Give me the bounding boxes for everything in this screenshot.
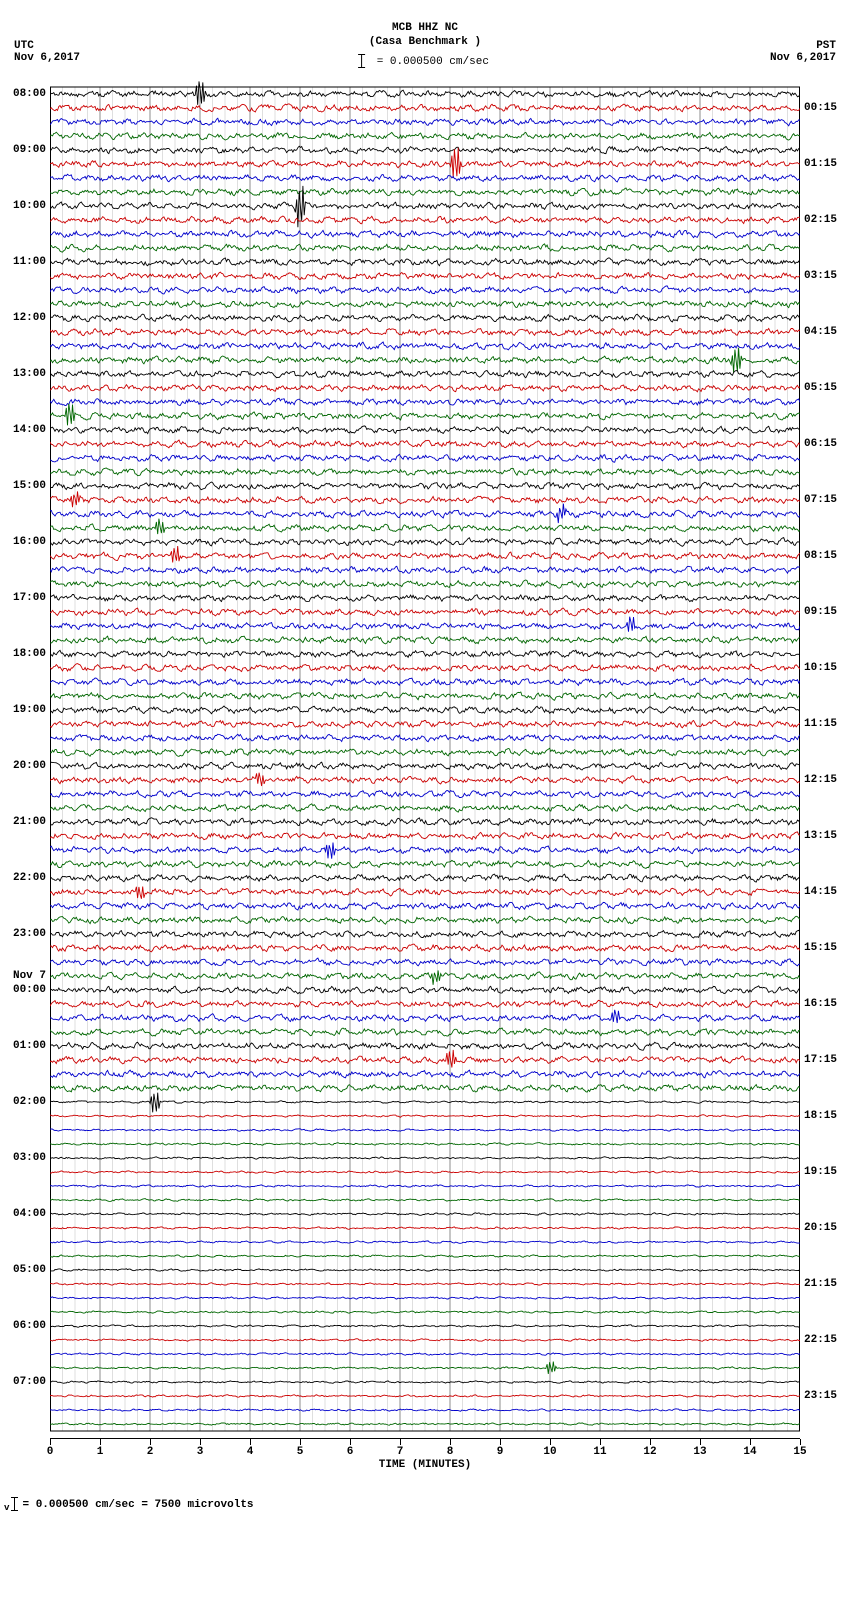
pst-hour-label: 01:15 (804, 158, 837, 170)
x-tick-label: 11 (593, 1446, 606, 1458)
header-scale: = 0.000500 cm/sec (361, 54, 489, 68)
pst-hour-label: 05:15 (804, 382, 837, 394)
title-block: MCB HHZ NC (Casa Benchmark ) = 0.000500 … (361, 22, 489, 68)
pst-hour-label: 13:15 (804, 830, 837, 842)
pst-date: Nov 6,2017 (770, 52, 836, 64)
utc-hour-label: 05:00 (13, 1264, 46, 1276)
pst-hour-label: 09:15 (804, 606, 837, 618)
utc-hour-label: 23:00 (13, 928, 46, 940)
station-id: MCB HHZ NC (361, 22, 489, 36)
pst-hour-label: 03:15 (804, 270, 837, 282)
utc-date: Nov 6,2017 (14, 52, 80, 64)
pst-hour-label: 07:15 (804, 494, 837, 506)
pst-hour-label: 02:15 (804, 214, 837, 226)
utc-hour-label: 22:00 (13, 872, 46, 884)
utc-hour-label: 11:00 (13, 256, 46, 268)
utc-hour-label: 19:00 (13, 704, 46, 716)
utc-day-label: Nov 7 (13, 970, 46, 982)
pst-tz-label: PST (770, 40, 836, 52)
utc-hour-label: 03:00 (13, 1152, 46, 1164)
x-tick-label: 7 (397, 1446, 404, 1458)
pst-hour-label: 21:15 (804, 1278, 837, 1290)
x-tick-label: 14 (743, 1446, 756, 1458)
plot-area: 08:0009:0010:0011:0012:0013:0014:0015:00… (50, 80, 800, 1438)
utc-hour-label: 01:00 (13, 1040, 46, 1052)
x-tick-label: 4 (247, 1446, 254, 1458)
x-tick-label: 0 (47, 1446, 54, 1458)
x-axis: TIME (MINUTES) 0123456789101112131415 (50, 1438, 800, 1479)
pst-hour-label: 22:15 (804, 1334, 837, 1346)
header: UTC Nov 6,2017 MCB HHZ NC (Casa Benchmar… (0, 0, 850, 80)
pst-header: PST Nov 6,2017 (770, 40, 836, 64)
x-axis-title: TIME (MINUTES) (379, 1459, 471, 1471)
footer: v= 0.000500 cm/sec = 7500 microvolts (4, 1497, 850, 1513)
utc-hour-label: 18:00 (13, 648, 46, 660)
scale-bar-icon (14, 1497, 19, 1511)
footer-scale-text: = 0.000500 cm/sec = 7500 microvolts (23, 1499, 254, 1511)
pst-hour-label: 17:15 (804, 1054, 837, 1066)
pst-hour-label: 18:15 (804, 1110, 837, 1122)
seismogram-page: UTC Nov 6,2017 MCB HHZ NC (Casa Benchmar… (0, 0, 850, 1513)
utc-hour-label: 12:00 (13, 312, 46, 324)
utc-hour-label: 20:00 (13, 760, 46, 772)
seismogram-svg (50, 80, 800, 1438)
x-tick-label: 12 (643, 1446, 656, 1458)
utc-hour-label: 07:00 (13, 1376, 46, 1388)
station-name: (Casa Benchmark ) (361, 36, 489, 50)
utc-hour-label: 04:00 (13, 1208, 46, 1220)
utc-hour-label: 08:00 (13, 88, 46, 100)
pst-hour-label: 23:15 (804, 1390, 837, 1402)
utc-tz-label: UTC (14, 40, 80, 52)
pst-hour-label: 14:15 (804, 886, 837, 898)
utc-hour-label: 14:00 (13, 424, 46, 436)
utc-hour-label: 10:00 (13, 200, 46, 212)
x-tick-label: 5 (297, 1446, 304, 1458)
x-tick-label: 2 (147, 1446, 154, 1458)
x-tick-label: 9 (497, 1446, 504, 1458)
utc-hour-label: 15:00 (13, 480, 46, 492)
utc-hour-label: 00:00 (13, 984, 46, 996)
utc-hour-label: 06:00 (13, 1320, 46, 1332)
pst-hour-label: 08:15 (804, 550, 837, 562)
pst-hour-label: 19:15 (804, 1166, 837, 1178)
pst-hour-label: 04:15 (804, 326, 837, 338)
pst-hour-label: 11:15 (804, 718, 837, 730)
x-tick-label: 15 (793, 1446, 806, 1458)
x-tick-label: 10 (543, 1446, 556, 1458)
pst-hour-label: 00:15 (804, 102, 837, 114)
utc-hour-label: 21:00 (13, 816, 46, 828)
utc-hour-label: 09:00 (13, 144, 46, 156)
pst-hour-label: 12:15 (804, 774, 837, 786)
utc-hour-label: 17:00 (13, 592, 46, 604)
pst-hour-label: 20:15 (804, 1222, 837, 1234)
pst-hour-label: 15:15 (804, 942, 837, 954)
pst-hour-label: 10:15 (804, 662, 837, 674)
header-scale-text: = 0.000500 cm/sec (377, 55, 489, 67)
pst-hour-label: 06:15 (804, 438, 837, 450)
utc-header: UTC Nov 6,2017 (14, 40, 80, 64)
pst-hour-label: 16:15 (804, 998, 837, 1010)
x-tick-label: 6 (347, 1446, 354, 1458)
x-tick-label: 1 (97, 1446, 104, 1458)
utc-hour-label: 02:00 (13, 1096, 46, 1108)
x-tick-label: 3 (197, 1446, 204, 1458)
utc-hour-label: 13:00 (13, 368, 46, 380)
x-tick-label: 8 (447, 1446, 454, 1458)
utc-hour-label: 16:00 (13, 536, 46, 548)
x-tick-label: 13 (693, 1446, 706, 1458)
scale-bar-icon (361, 54, 366, 68)
